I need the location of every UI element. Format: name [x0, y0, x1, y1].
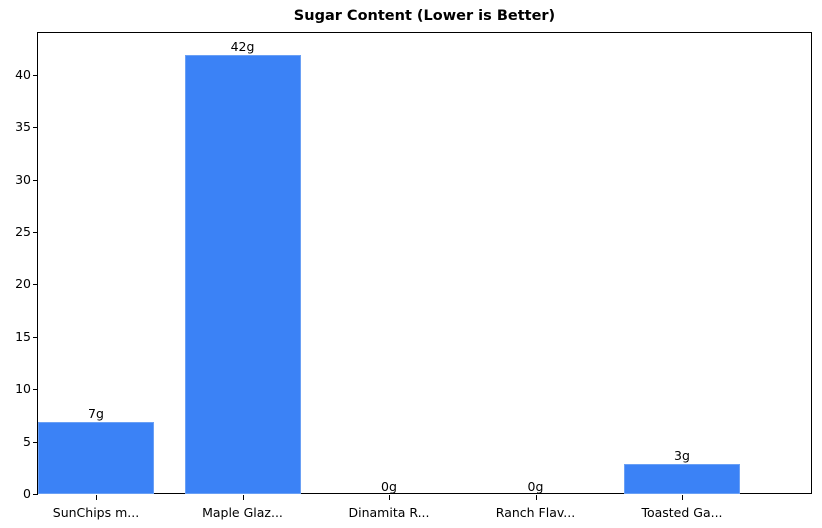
y-tick — [33, 336, 38, 338]
y-tick-label: 10 — [15, 381, 31, 397]
y-tick — [33, 232, 38, 234]
y-tick-label: 40 — [15, 66, 31, 82]
x-tick-label: Ranch Flav... — [495, 505, 576, 520]
y-tick — [33, 389, 38, 391]
bar — [184, 55, 301, 494]
y-tick-label: 5 — [23, 433, 31, 449]
x-tick — [389, 495, 390, 500]
y-tick-label: 25 — [15, 224, 31, 240]
x-tick — [682, 495, 683, 500]
chart-title: Sugar Content (Lower is Better) — [293, 8, 556, 24]
y-tick — [33, 179, 38, 181]
y-tick-label: 20 — [15, 276, 31, 292]
bar — [624, 463, 740, 494]
x-tick-label: SunChips m... — [52, 505, 140, 520]
bar-value-label: 7g — [88, 405, 104, 421]
y-tick — [33, 74, 38, 76]
x-tick — [96, 495, 97, 500]
x-tick-label: Dinamita R... — [348, 505, 430, 520]
plot-area: 0 5 10 15 20 25 30 35 40 7g SunChips m... 42g Maple … — [15, 32, 812, 520]
bar — [38, 421, 154, 494]
y-tick-label: 30 — [15, 171, 31, 187]
y-tick — [33, 441, 38, 443]
bar-value-label: 0g — [381, 479, 397, 494]
x-tick — [242, 495, 244, 500]
y-tick — [33, 494, 38, 495]
y-tick — [33, 127, 38, 129]
bar-value-label: 42g — [230, 39, 255, 54]
bar-value-label: 3g — [674, 447, 690, 463]
x-tick — [535, 495, 537, 500]
y-tick-label: 35 — [15, 119, 31, 135]
y-tick-label: 0 — [23, 486, 31, 501]
x-tick-label: Maple Glaz... — [202, 505, 283, 520]
x-tick-label: Toasted Ga... — [641, 505, 723, 520]
y-tick — [33, 284, 38, 286]
y-tick-label: 15 — [15, 328, 31, 344]
bar-value-label: 0g — [527, 479, 544, 494]
